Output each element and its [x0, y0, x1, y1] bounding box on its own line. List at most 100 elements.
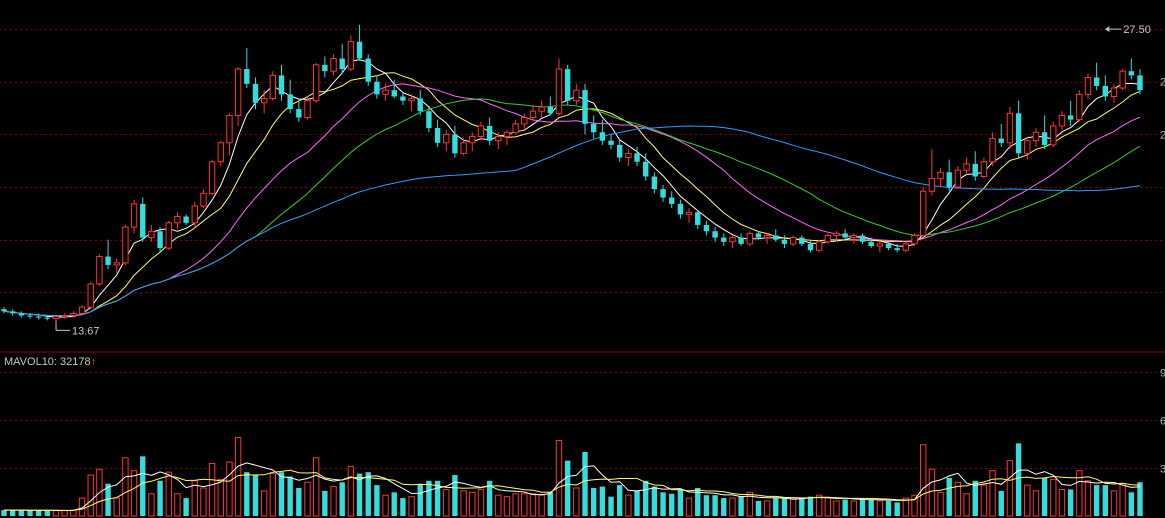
candle: [625, 149, 632, 166]
high-label: 27.50: [1123, 24, 1151, 36]
volume-bar: [755, 500, 762, 516]
candle: [729, 235, 736, 249]
volume-bar: [998, 490, 1004, 516]
candle: [96, 254, 103, 287]
volume-bar: [27, 510, 33, 516]
volume-bar: [322, 490, 328, 516]
candle-body: [234, 68, 242, 116]
candle-body: [538, 106, 545, 112]
moving-average-lines: [3, 59, 1141, 318]
volume-bar: [529, 493, 537, 517]
volume-bar: [972, 480, 978, 516]
candle-body: [529, 110, 537, 119]
candle: [954, 165, 962, 190]
candle: [347, 35, 355, 72]
volume-bar: [304, 481, 311, 517]
candle: [452, 125, 458, 158]
candle-body: [564, 69, 571, 101]
candle: [920, 187, 927, 238]
candle: [148, 224, 155, 242]
candle: [52, 315, 60, 320]
candle: [382, 83, 389, 101]
candle: [946, 159, 952, 192]
candle-body: [868, 241, 874, 247]
candle-body: [1, 309, 7, 312]
candle-body: [729, 237, 736, 243]
candle-body: [35, 316, 42, 318]
candle: [590, 115, 597, 139]
volume-bar: [113, 497, 120, 517]
volume-bar: [208, 463, 216, 517]
candle-body: [859, 235, 866, 242]
candle: [564, 64, 571, 105]
candle-body: [894, 248, 900, 251]
candle-body: [721, 237, 727, 242]
volume-bar: [824, 497, 832, 517]
volume-bar: [252, 475, 259, 516]
volume-bar: [1024, 484, 1031, 517]
volume-bar: [1076, 470, 1083, 517]
volume-bar: [695, 488, 701, 516]
candle: [460, 138, 467, 156]
candle: [660, 184, 666, 202]
candle-body: [954, 169, 962, 188]
candle: [374, 75, 380, 99]
volume-bar: [460, 490, 467, 517]
volume-bar: [617, 485, 623, 516]
candle: [980, 157, 988, 179]
volume-bar: [885, 500, 892, 516]
candle-body: [573, 89, 580, 102]
price-gridlines: [0, 29, 1165, 293]
volume-bar: [339, 482, 345, 516]
candle: [1102, 75, 1109, 101]
candle: [1137, 69, 1143, 95]
volume-bar: [599, 486, 606, 516]
candle: [911, 233, 918, 247]
candle: [1024, 136, 1031, 160]
candle: [833, 231, 840, 242]
volume-bar: [296, 488, 302, 516]
candle-body: [452, 134, 458, 154]
candle-body: [278, 75, 285, 95]
candle: [876, 241, 884, 253]
volume-bar: [669, 493, 675, 516]
candle: [183, 214, 189, 225]
candle-body: [789, 237, 797, 245]
candle-body: [477, 125, 485, 137]
volume-bar: [963, 493, 970, 517]
volume-bar: [477, 488, 485, 517]
candle-body: [27, 315, 33, 317]
candle-body: [1067, 115, 1074, 120]
candle: [807, 239, 814, 253]
volume-bar: [954, 481, 962, 517]
volume-bar: [200, 487, 207, 517]
volume-bar: [78, 497, 86, 517]
volume-bar: [226, 461, 233, 517]
volume-bar: [781, 498, 788, 516]
volume-ma-line-10: [4, 469, 1141, 511]
candle-body: [876, 243, 884, 247]
candle: [529, 104, 537, 122]
candle-body: [677, 203, 684, 215]
up-arrow-icon: ↑: [90, 356, 97, 368]
volume-bar: [486, 480, 493, 516]
volume-bar: [807, 496, 814, 516]
candle: [322, 56, 328, 78]
candle: [140, 197, 146, 242]
volume-ma-lines: [4, 462, 1141, 512]
volume-bar: [842, 499, 848, 516]
candle: [477, 121, 485, 141]
volume-bar: [1128, 492, 1135, 516]
volume-bar: [1058, 488, 1066, 517]
candle-body: [469, 135, 476, 144]
candle: [799, 235, 805, 247]
candle-body: [842, 233, 848, 238]
candle-body: [590, 123, 597, 133]
candle: [252, 77, 259, 110]
candle: [669, 191, 675, 209]
volume-gridlines: [0, 372, 1165, 469]
volume-bar: [1032, 490, 1040, 517]
volume-bar: [894, 502, 900, 516]
candle-body: [296, 109, 302, 118]
volume-bar: [217, 478, 224, 517]
